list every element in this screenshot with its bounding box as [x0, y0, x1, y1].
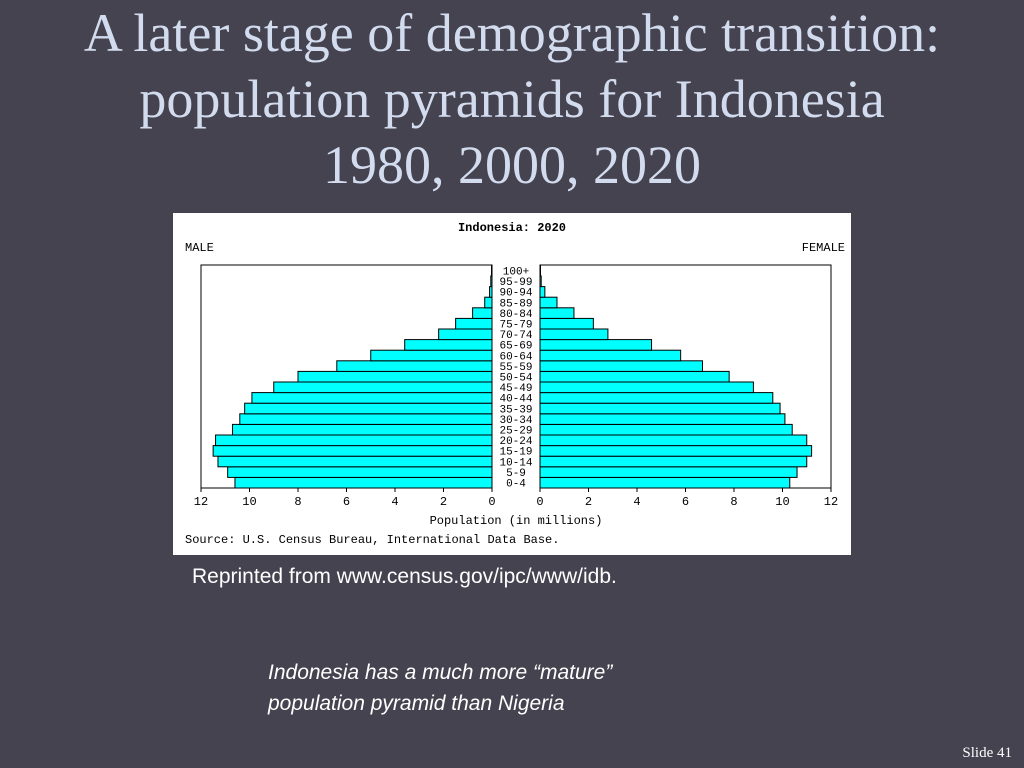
age-label: 70-74	[499, 330, 532, 342]
female-bar-25-29	[539, 423, 793, 436]
female-bar-95-99	[539, 275, 542, 288]
male-bar-55-59	[336, 360, 493, 372]
x-tick-label: 12	[824, 495, 838, 509]
population-pyramid-chart: Indonesia: 2020 MALE FEMALE 0-4 5-9 10-14 1…	[173, 213, 851, 555]
male-bar-75-79	[455, 317, 493, 330]
age-label: 10-14	[499, 457, 532, 469]
slide-number: Slide 41	[962, 745, 1012, 761]
age-label: 45-49	[499, 383, 532, 395]
male-bar-70-74	[438, 328, 493, 341]
age-label: 35-39	[499, 404, 532, 416]
male-bar-45-49	[273, 381, 493, 394]
age-label: 60-64	[499, 351, 532, 363]
male-bar-65-69	[404, 339, 493, 351]
female-bar-65-69	[539, 339, 653, 351]
male-bar-50-54	[297, 370, 493, 383]
x-tick-label: 6	[343, 495, 350, 509]
female-bar-40-44	[539, 392, 774, 404]
age-label: 5-9	[506, 468, 526, 480]
female-bar-50-54	[539, 370, 730, 383]
age-label: 90-94	[499, 288, 532, 300]
male-bar-90-94	[489, 286, 493, 298]
slide-title-line: population pyramids for Indonesia	[139, 69, 885, 129]
female-bar-100+	[539, 264, 541, 277]
male-label: MALE	[185, 241, 214, 255]
age-label: 30-34	[499, 415, 532, 427]
x-tick-label: 2	[440, 495, 447, 509]
age-label: 40-44	[499, 394, 532, 406]
female-bar-0-4	[539, 476, 791, 489]
chart-title: Indonesia: 2020	[458, 221, 566, 235]
male-bar-60-64	[370, 349, 493, 362]
age-labels: 0-45-910-1415-1920-2425-2930-3435-3940-4…	[499, 267, 532, 491]
male-bar-80-84	[472, 307, 493, 319]
male-bar-100+	[491, 264, 493, 277]
pyramid-svg: Indonesia: 2020 MALE FEMALE 0-45-910-141…	[185, 221, 845, 547]
x-tick-label: 12	[194, 495, 208, 509]
male-bar-95-99	[490, 275, 493, 288]
female-bar-45-49	[539, 381, 754, 394]
female-bar-35-39	[539, 402, 781, 415]
x-tick-label: 6	[682, 495, 689, 509]
note-text: Indonesia has a much more “mature” popul…	[268, 657, 612, 719]
male-bar-5-9	[227, 466, 493, 478]
x-tick-label: 8	[730, 495, 737, 509]
x-axis-label: Population (in millions)	[430, 514, 603, 528]
male-bar-0-4	[234, 476, 493, 489]
male-bar-30-34	[239, 413, 493, 425]
female-bar-70-74	[539, 328, 609, 341]
x-ticks: 12 10 8 6 4 2 0 0 2 4 6 8 10 12	[194, 488, 838, 509]
age-label: 25-29	[499, 426, 532, 438]
male-bars	[212, 264, 493, 489]
female-bar-80-84	[539, 307, 575, 319]
male-bar-10-14	[217, 455, 493, 468]
credit-text: Reprinted from www.census.gov/ipc/www/id…	[192, 565, 617, 588]
note-line: Indonesia has a much more “mature”	[268, 661, 613, 684]
slide-title-line: 1980, 2000, 2020	[323, 135, 701, 195]
female-bar-60-64	[539, 349, 682, 362]
male-bar-15-19	[212, 445, 493, 457]
note-line: population pyramid than Nigeria	[268, 692, 565, 715]
age-label: 85-89	[499, 298, 532, 310]
x-tick-label: 2	[585, 495, 592, 509]
age-label: 50-54	[499, 373, 532, 385]
male-bar-40-44	[251, 392, 493, 404]
female-bar-10-14	[539, 455, 808, 468]
age-label: 75-79	[499, 320, 532, 332]
female-bars	[539, 264, 813, 489]
male-bar-35-39	[244, 402, 493, 415]
female-bar-55-59	[539, 360, 703, 372]
source-note: Source: U.S. Census Bureau, Internationa…	[185, 533, 559, 547]
x-tick-label: 4	[633, 495, 640, 509]
age-label: 0-4	[506, 479, 526, 491]
female-bar-75-79	[539, 317, 594, 330]
x-tick-label: 4	[391, 495, 398, 509]
female-bar-15-19	[539, 445, 813, 457]
male-bar-20-24	[215, 434, 493, 447]
age-label: 55-59	[499, 362, 532, 374]
age-label: 100+	[503, 267, 529, 279]
age-label: 95-99	[499, 277, 532, 289]
x-tick-label: 0	[488, 495, 495, 509]
slide-title: A later stage of demographic transition:…	[0, 0, 1024, 198]
age-label: 20-24	[499, 436, 532, 448]
male-bar-85-89	[484, 296, 493, 309]
age-label: 65-69	[499, 341, 532, 353]
female-bar-85-89	[539, 296, 558, 309]
slide-title-line: A later stage of demographic transition:	[83, 3, 941, 63]
female-label: FEMALE	[802, 241, 845, 255]
x-tick-label: 10	[775, 495, 789, 509]
age-label: 80-84	[499, 309, 532, 321]
female-bar-5-9	[539, 466, 798, 478]
female-bar-30-34	[539, 413, 786, 425]
x-tick-label: 10	[242, 495, 256, 509]
x-tick-label: 8	[294, 495, 301, 509]
age-label: 15-19	[499, 447, 532, 459]
male-bar-25-29	[232, 423, 493, 436]
female-bar-90-94	[539, 286, 546, 298]
female-bar-20-24	[539, 434, 808, 447]
x-tick-label: 0	[536, 495, 543, 509]
